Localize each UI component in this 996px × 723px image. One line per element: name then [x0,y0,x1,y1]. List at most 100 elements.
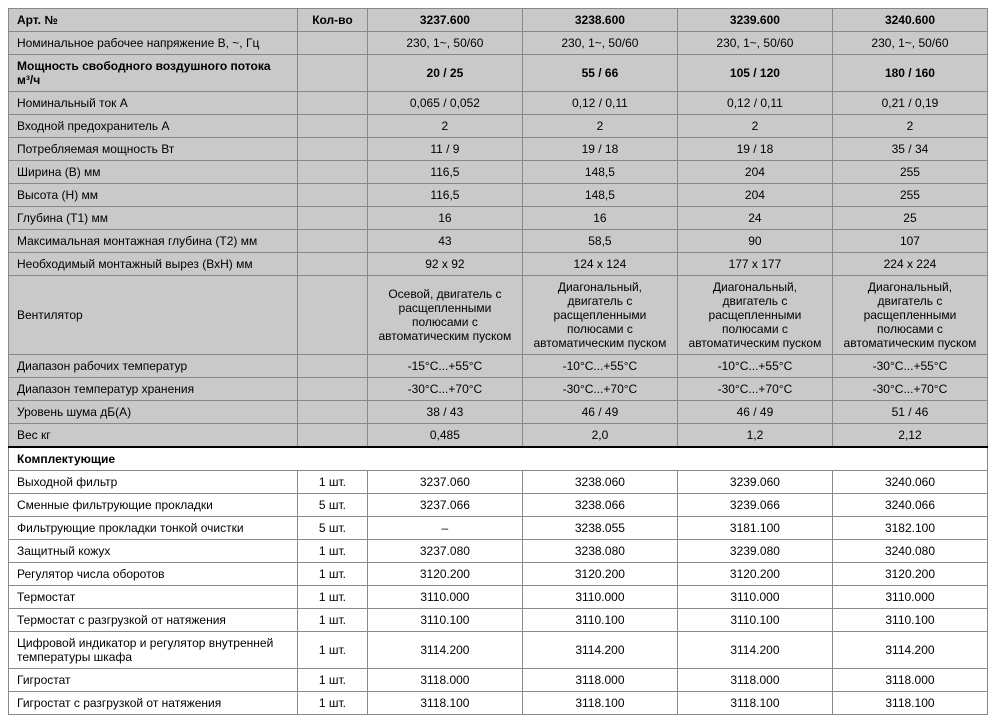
table-row: Мощность свободного воздушного потока м³… [9,55,988,92]
table-row: Номинальное рабочее напряжение В, ~, Гц2… [9,32,988,55]
row-value: 3238.060 [522,471,677,494]
row-value: 3237.080 [367,540,522,563]
row-qty: 1 шт. [298,471,368,494]
row-qty [298,32,368,55]
row-label: Выходной фильтр [9,471,298,494]
row-label: Защитный кожух [9,540,298,563]
row-value: -30°C...+70°C [367,378,522,401]
row-qty [298,253,368,276]
row-value: 148,5 [522,184,677,207]
row-value: Осевой, двигатель с расщепленными полюса… [367,276,522,355]
table-row: Вес кг0,4852,01,22,12 [9,424,988,448]
row-qty: 1 шт. [298,540,368,563]
row-value: 16 [367,207,522,230]
row-qty: 1 шт. [298,692,368,715]
row-value: Диагональный, двигатель с расщепленными … [522,276,677,355]
row-value: 90 [677,230,832,253]
row-value: 2,0 [522,424,677,448]
row-qty [298,276,368,355]
row-value: 3118.000 [367,669,522,692]
row-qty: 1 шт. [298,669,368,692]
header-col-1: 3237.600 [367,9,522,32]
row-qty [298,378,368,401]
table-row: Гигростат1 шт.3118.0003118.0003118.00031… [9,669,988,692]
row-value: 3118.000 [522,669,677,692]
row-value: 105 / 120 [677,55,832,92]
row-value: 3118.000 [832,669,987,692]
row-value: 24 [677,207,832,230]
row-value: 0,485 [367,424,522,448]
section-title: Комплектующие [9,447,988,471]
row-value: 3110.000 [367,586,522,609]
row-label: Номинальный ток А [9,92,298,115]
row-qty [298,401,368,424]
row-qty [298,115,368,138]
row-qty: 1 шт. [298,586,368,609]
row-value: 3239.060 [677,471,832,494]
row-value: 3237.060 [367,471,522,494]
row-label: Регулятор числа оборотов [9,563,298,586]
row-label: Диапазон температур хранения [9,378,298,401]
row-value: 46 / 49 [677,401,832,424]
row-value: 38 / 43 [367,401,522,424]
header-col-3: 3239.600 [677,9,832,32]
table-row: Регулятор числа оборотов1 шт.3120.200312… [9,563,988,586]
row-qty [298,55,368,92]
row-label: Сменные фильтрующие прокладки [9,494,298,517]
row-value: -15°C...+55°C [367,355,522,378]
row-label: Уровень шума дБ(А) [9,401,298,424]
table-row: Уровень шума дБ(А)38 / 4346 / 4946 / 495… [9,401,988,424]
row-value: 177 x 177 [677,253,832,276]
row-qty: 5 шт. [298,494,368,517]
table-row: Выходной фильтр1 шт.3237.0603238.0603239… [9,471,988,494]
table-row: Номинальный ток А0,065 / 0,0520,12 / 0,1… [9,92,988,115]
row-qty [298,138,368,161]
table-row: Глубина (Т1) мм16162425 [9,207,988,230]
table-row: Ширина (В) мм116,5148,5204255 [9,161,988,184]
row-value: 55 / 66 [522,55,677,92]
row-qty: 1 шт. [298,632,368,669]
row-value: 148,5 [522,161,677,184]
row-value: 3181.100 [677,517,832,540]
table-row: Максимальная монтажная глубина (Т2) мм43… [9,230,988,253]
row-label: Потребляемая мощность Вт [9,138,298,161]
row-label: Вентилятор [9,276,298,355]
row-value: 3240.060 [832,471,987,494]
row-value: 51 / 46 [832,401,987,424]
row-value: 3114.200 [522,632,677,669]
row-value: 3110.000 [832,586,987,609]
row-value: – [367,517,522,540]
row-label: Гигростат с разгрузкой от натяжения [9,692,298,715]
row-label: Глубина (Т1) мм [9,207,298,230]
row-value: 19 / 18 [677,138,832,161]
row-value: 3120.200 [522,563,677,586]
row-value: 3114.200 [677,632,832,669]
row-value: 3238.080 [522,540,677,563]
table-row: Вентилятор Осевой, двигатель с расщепленн… [9,276,988,355]
row-value: 25 [832,207,987,230]
row-qty [298,207,368,230]
row-value: 255 [832,161,987,184]
table-row: Входной предохранитель А2222 [9,115,988,138]
table-row: Гигростат с разгрузкой от натяжения1 шт.… [9,692,988,715]
row-value: 204 [677,161,832,184]
row-value: -10°C...+55°C [677,355,832,378]
row-label: Диапазон рабочих температур [9,355,298,378]
row-value: 16 [522,207,677,230]
row-label: Входной предохранитель А [9,115,298,138]
row-qty [298,230,368,253]
row-label: Термостат с разгрузкой от натяжения [9,609,298,632]
row-qty [298,355,368,378]
table-row: Потребляемая мощность Вт11 / 919 / 1819 … [9,138,988,161]
row-qty: 1 шт. [298,563,368,586]
row-value: 3239.080 [677,540,832,563]
row-value: -30°C...+55°C [832,355,987,378]
row-label: Высота (Н) мм [9,184,298,207]
row-value: 255 [832,184,987,207]
header-qty: Кол-во [298,9,368,32]
row-value: 3110.100 [367,609,522,632]
row-qty [298,424,368,448]
header-row: Арт. № Кол-во 3237.600 3238.600 3239.600… [9,9,988,32]
row-qty: 1 шт. [298,609,368,632]
header-art-no: Арт. № [9,9,298,32]
